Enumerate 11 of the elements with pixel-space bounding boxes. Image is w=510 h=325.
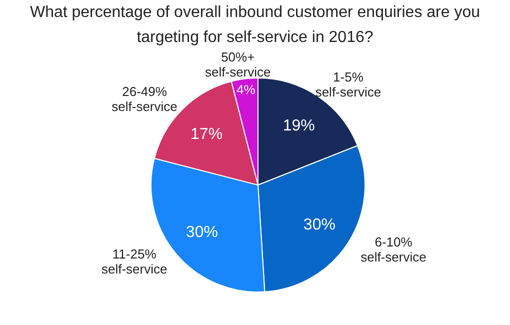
data-label: 4% bbox=[236, 82, 256, 98]
data-label: 30% bbox=[303, 216, 336, 234]
slice-label: 1-5% self-service bbox=[315, 70, 382, 100]
data-label: 19% bbox=[282, 117, 315, 134]
chart-title: What percentage of overall inbound customer enquiries are you targeting for self-service in 2016? bbox=[30, 4, 480, 46]
data-label: 30% bbox=[186, 224, 218, 241]
slice-label: 26-49% self-service bbox=[112, 84, 178, 114]
slice-label: 6-10% self-service bbox=[360, 234, 426, 264]
data-label: 17% bbox=[190, 126, 223, 144]
slice-label: 50%+ self-service bbox=[205, 50, 271, 80]
slice-label: 11-25% self-service bbox=[101, 246, 168, 277]
